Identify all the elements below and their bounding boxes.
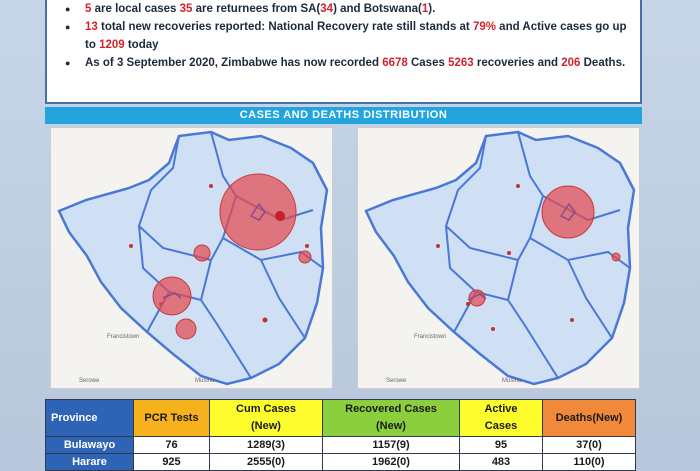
cases-map-svg [57,130,329,386]
recovery-rate: 79% [472,21,496,33]
table-row: Harare 925 2555(0) 1962(0) 483 110(0) [45,453,636,471]
serowe-label: Serowe [386,378,407,384]
total-cases: 6678 [382,57,408,69]
cell-pcr: 925 [133,453,210,471]
cell-act: 483 [459,453,543,471]
francistown-label: Francistown [414,334,447,340]
cell-act: 95 [459,436,543,454]
city-dots [129,184,309,323]
cell-deaths: 37(0) [542,436,636,454]
mashonaland-bubble [275,211,285,221]
summary-bullets: 5 are local cases 35 are returnees from … [45,0,642,104]
header-deaths: Deaths(New) [542,399,636,437]
bullet-text: are local cases [91,3,180,15]
manicaland-bubble [611,252,621,262]
bullet-local-cases: 5 are local cases 35 are returnees from … [65,0,640,18]
header-active: Active Cases [459,399,543,437]
musina-label: Musina [502,378,522,384]
header-province: Province [45,399,134,437]
bullet-text: and Active cases go up to [85,21,627,51]
new-recoveries-count: 13 [85,21,98,33]
harare-road-marks [559,202,576,221]
serowe-label: Serowe [79,378,100,384]
bullet-text: total new recoveries reported: National … [97,21,473,33]
distribution-header: CASES AND DEATHS DISTRIBUTION [45,107,642,124]
total-recoveries: 5263 [448,57,474,69]
bulawayo-road-marks [467,293,487,301]
header-pcr: PCR Tests [133,399,210,437]
local-cases-count: 5 [85,3,92,15]
province-stats-table: Province PCR Tests Cum Cases (New) Recove… [45,399,636,471]
bullet-text: Cases [407,57,449,69]
cell-province: Harare [45,453,134,471]
city-dots [436,184,574,331]
bullet-recoveries: 13 total new recoveries reported: Nation… [65,18,640,54]
bullet-text: Deaths. [580,57,626,69]
header-act-text: Active [484,403,518,415]
table-row: Bulawayo 76 1289(3) 1157(9) 95 37(0) [45,436,636,454]
cases-map: Francistown Serowe Musina [50,127,333,389]
bullet-text: today [124,39,159,51]
deaths-map-svg [364,130,636,386]
cell-cum: 2555(0) [209,453,323,471]
header-cum-new: (New) [251,420,281,432]
botswana-count: 1 [421,3,429,15]
bullet-text: ) and Botswana( [333,3,422,15]
cell-pcr: 76 [133,436,210,454]
total-deaths: 206 [561,57,581,69]
returnees-count: 35 [179,3,193,15]
bullet-text: ). [428,3,436,15]
midlands-bubble [193,244,211,262]
harare-road-marks [249,202,266,221]
sa-count: 34 [320,3,334,15]
matabeleland-south-bubble [175,318,197,340]
cell-cum: 1289(3) [209,436,323,454]
header-cum-cases: Cum Cases (New) [209,399,323,437]
bullet-text: recoveries and [473,57,562,69]
table-header-row: Province PCR Tests Cum Cases (New) Recove… [45,399,636,437]
cell-deaths: 110(0) [542,453,636,471]
zimbabwe-outline [364,130,636,386]
bullet-text: As of 3 September 2020, Zimbabwe has now… [85,57,383,69]
header-rec-new: (New) [376,420,406,432]
bullet-totals: As of 3 September 2020, Zimbabwe has now… [65,54,640,72]
header-rec-text: Recovered Cases [345,403,437,415]
header-cum-text: Cum Cases [236,403,296,415]
case-bubbles [152,173,312,340]
bulawayo-road-marks [162,292,182,299]
cell-rec: 1157(9) [322,436,460,454]
musina-label: Musina [195,378,215,384]
manicaland-bubble [298,250,312,264]
harare-bubble [219,173,297,251]
cell-rec: 1962(0) [322,453,460,471]
bullet-text: are returnees from SA( [192,3,321,15]
zimbabwe-outline [57,130,329,386]
header-recovered: Recovered Cases (New) [322,399,460,437]
harare-bubble [541,185,595,239]
francistown-label: Francistown [107,334,140,340]
header-act-cases: Cases [484,420,518,432]
cell-province: Bulawayo [45,436,134,454]
bulawayo-bubble [152,276,192,316]
active-cases-count: 1209 [99,39,125,51]
deaths-map: Francistown Serowe Musina [357,127,640,389]
